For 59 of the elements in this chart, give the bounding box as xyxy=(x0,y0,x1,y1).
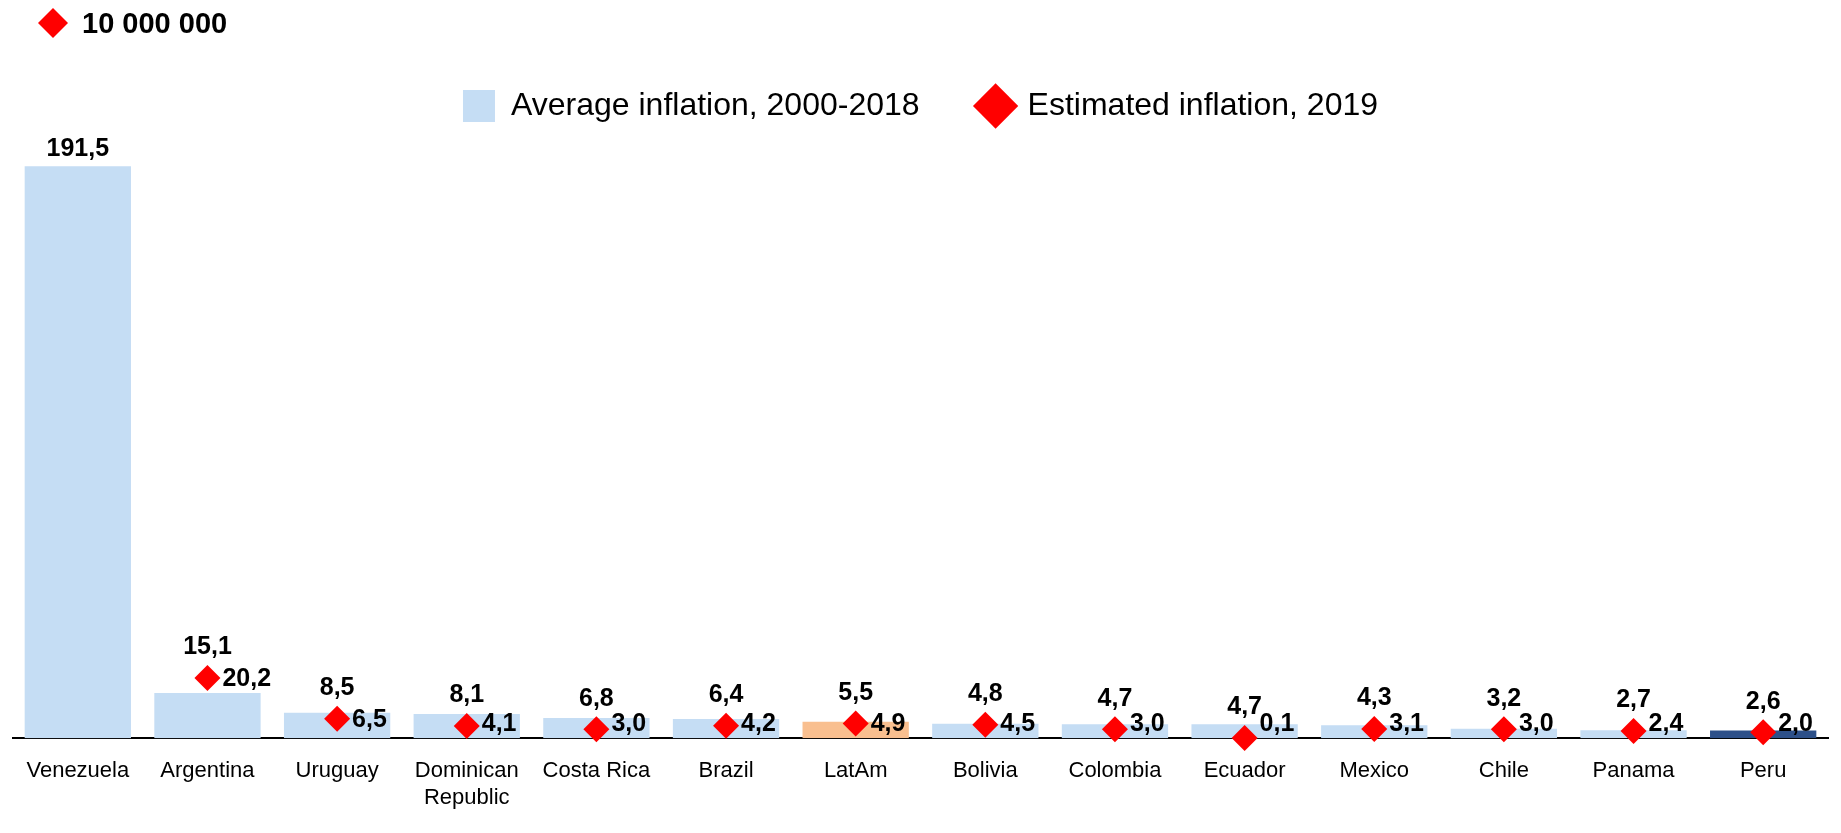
data-label: 2,7 xyxy=(1616,684,1651,713)
data-label: 4,3 xyxy=(1356,682,1392,711)
point xyxy=(1620,718,1647,745)
point xyxy=(1231,724,1258,751)
point xyxy=(972,711,999,738)
data-label: 20,2 xyxy=(222,662,272,691)
point xyxy=(713,712,740,739)
data-label: 3,0 xyxy=(1129,708,1165,737)
x-tick-label: Costa Rica xyxy=(542,757,651,783)
data-label: 3,2 xyxy=(1486,682,1522,711)
data-label: 4,1 xyxy=(481,708,517,737)
data-label: 6,5 xyxy=(352,703,387,732)
x-tick-label: Argentina xyxy=(160,757,256,783)
data-label: 8,1 xyxy=(449,679,485,708)
point xyxy=(1101,716,1128,743)
data-label: 4,9 xyxy=(870,708,906,737)
data-label: 4,7 xyxy=(1097,682,1133,711)
data-label: 8,5 xyxy=(319,672,355,701)
point xyxy=(453,712,480,739)
data-label: 6,8 xyxy=(579,682,614,711)
x-tick-label: Brazil xyxy=(698,757,754,783)
x-tick-label: Dominican Republic xyxy=(414,757,519,809)
legend-label: Estimated inflation, 2019 xyxy=(1027,85,1379,122)
legend-label: Average inflation, 2000-2018 xyxy=(510,85,920,122)
data-label: 4,5 xyxy=(1000,708,1036,737)
x-tick-label: Peru xyxy=(1739,757,1787,783)
data-label: 2,6 xyxy=(1745,685,1781,714)
data-label: 0,1 xyxy=(1259,708,1295,737)
point xyxy=(194,664,221,691)
x-tick-label: Venezuela xyxy=(26,757,130,783)
point xyxy=(1361,715,1388,742)
x-tick-label: Ecuador xyxy=(1203,757,1286,783)
data-label: 15,1 xyxy=(183,631,232,660)
point xyxy=(1750,719,1777,746)
x-tick-label: Bolivia xyxy=(952,757,1019,783)
data-label: 5,5 xyxy=(838,676,874,705)
data-label: 2,0 xyxy=(1778,708,1813,737)
data-label: 4,2 xyxy=(741,708,776,737)
data-label: 3,0 xyxy=(611,708,647,737)
x-tick-label: Mexico xyxy=(1339,757,1410,783)
point xyxy=(324,705,351,732)
point xyxy=(842,710,869,737)
data-label: 6,4 xyxy=(708,679,744,708)
point xyxy=(1490,716,1517,743)
data-label: 4,8 xyxy=(967,678,1003,707)
data-label: 3,0 xyxy=(1518,708,1554,737)
data-label: 4,7 xyxy=(1227,690,1262,719)
text: 10 000 000 xyxy=(82,6,228,40)
data-label: 2,4 xyxy=(1648,708,1684,737)
bar xyxy=(154,693,261,739)
x-tick-label: Uruguay xyxy=(295,757,379,783)
x-tick-label: LatAm xyxy=(823,757,888,783)
x-tick-label: Colombia xyxy=(1068,757,1163,783)
data-label: 3,1 xyxy=(1389,708,1425,737)
x-tick-label: Chile xyxy=(1478,757,1529,783)
point xyxy=(583,716,610,743)
x-tick-label: Panama xyxy=(1592,757,1676,783)
data-label: 191,5 xyxy=(46,132,110,161)
bar xyxy=(24,166,131,739)
